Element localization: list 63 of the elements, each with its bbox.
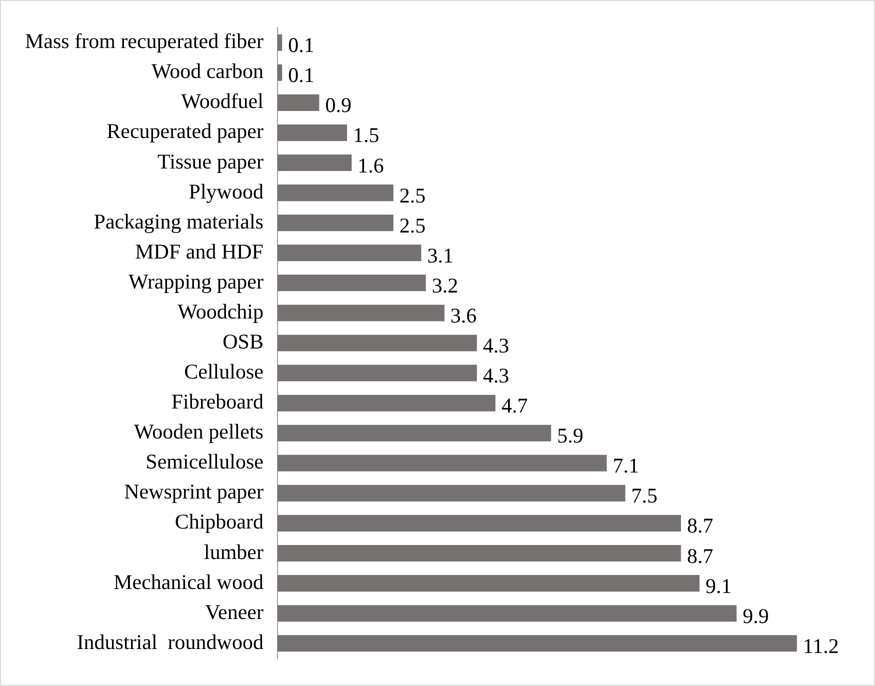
- y-tick-label: Tissue paper: [157, 149, 264, 174]
- bar: [277, 304, 444, 322]
- bar: [277, 214, 394, 232]
- data-label: 2.5: [399, 183, 426, 208]
- data-label: 5.9: [557, 424, 584, 448]
- data-label: 0.1: [288, 33, 314, 58]
- y-tick-label: Woodchip: [178, 299, 264, 324]
- data-label: 11.2: [802, 634, 839, 658]
- y-tick-label: Mass from recuperated fiber: [24, 29, 264, 54]
- y-tick-label: Industrial roundwood: [76, 630, 264, 654]
- data-label: 3.6: [450, 303, 477, 328]
- bar: [277, 364, 477, 382]
- y-tick-label: MDF and HDF: [135, 239, 264, 264]
- data-label: 1.5: [353, 123, 380, 148]
- data-label: 7.5: [631, 484, 658, 508]
- data-label: 2.5: [399, 213, 426, 238]
- data-label: 7.1: [612, 454, 639, 478]
- data-label: 9.1: [706, 574, 732, 598]
- bar: [277, 454, 607, 472]
- y-tick-label: Veneer: [205, 600, 264, 624]
- bar: [277, 184, 394, 202]
- data-label: 8.7: [686, 514, 714, 538]
- bar: [277, 64, 282, 81]
- y-tick-label: Plywood: [188, 179, 264, 204]
- data-label: 3.1: [427, 243, 454, 268]
- bar: [277, 34, 282, 51]
- bar: [277, 484, 626, 502]
- bar: [277, 334, 477, 352]
- bar: [277, 244, 422, 262]
- data-label: 4.7: [501, 394, 528, 418]
- data-label: 4.3: [482, 364, 510, 388]
- bar: [277, 514, 681, 532]
- y-tick-label: Wrapping paper: [128, 269, 264, 294]
- y-tick-label: Newsprint paper: [124, 480, 264, 504]
- bar: [277, 575, 700, 592]
- data-label: 0.1: [288, 63, 314, 88]
- y-tick-label: Semicellulose: [146, 450, 264, 474]
- bar: [277, 274, 426, 292]
- data-label: 8.7: [686, 544, 714, 568]
- y-tick-label: Fibreboard: [171, 390, 264, 414]
- bar: [277, 124, 348, 141]
- y-tick-label: Mechanical wood: [114, 570, 264, 594]
- bar: [277, 635, 797, 652]
- y-tick-label: Recuperated paper: [106, 119, 264, 144]
- y-tick-label: Woodfuel: [181, 89, 264, 114]
- data-label: 4.3: [482, 334, 510, 358]
- bar: [277, 424, 552, 442]
- data-label: 1.6: [358, 153, 384, 178]
- data-label: 9.9: [742, 604, 769, 628]
- bar: [277, 94, 320, 111]
- y-tick-label: lumber: [204, 540, 264, 564]
- y-tick-label: Chipboard: [174, 510, 264, 534]
- bar: [277, 394, 496, 412]
- y-tick-label: Cellulose: [184, 360, 264, 384]
- y-tick-label: Wood carbon: [151, 59, 264, 84]
- y-tick-label: Packaging materials: [94, 209, 264, 234]
- data-label: 0.9: [325, 93, 352, 118]
- data-label: 3.2: [432, 273, 458, 298]
- bar: [277, 605, 737, 622]
- y-tick-label: Wooden pellets: [134, 420, 264, 444]
- bar: [277, 154, 352, 172]
- bar: [277, 545, 681, 562]
- y-tick-label: OSB: [222, 330, 264, 354]
